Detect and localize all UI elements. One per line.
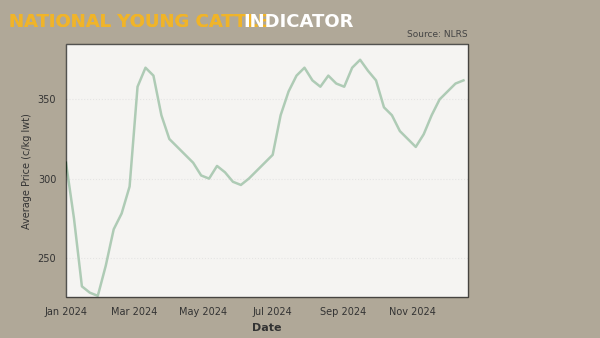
X-axis label: Date: Date [252,323,282,333]
Text: Source: NLRS: Source: NLRS [407,30,468,39]
Text: INDICATOR: INDICATOR [244,13,354,31]
Text: NATIONAL YOUNG CATTLE: NATIONAL YOUNG CATTLE [10,13,277,31]
Text: NATIONAL YOUNG CATTLE: NATIONAL YOUNG CATTLE [10,13,277,31]
Y-axis label: Average Price (c/kg lwt): Average Price (c/kg lwt) [22,113,32,228]
